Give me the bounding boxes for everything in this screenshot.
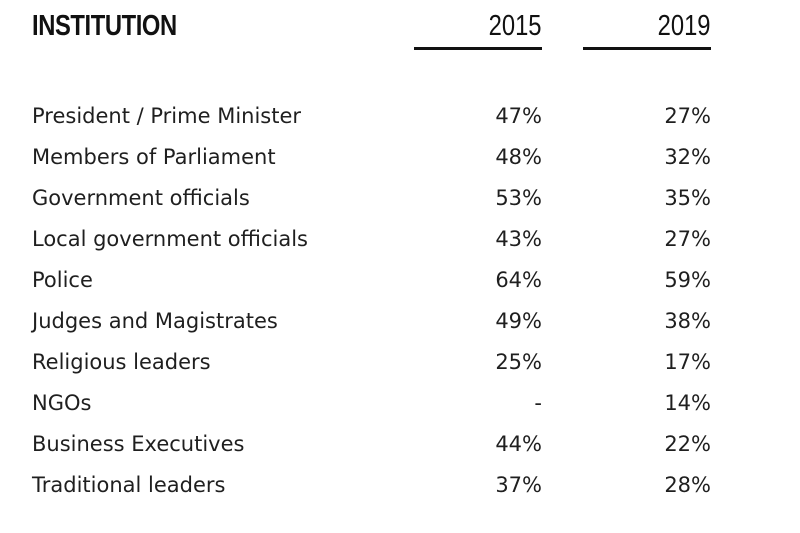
- institution-label: Government officials: [32, 186, 250, 210]
- value-2015: 43%: [495, 227, 542, 251]
- value-2019: 22%: [664, 432, 711, 456]
- value-2019: 32%: [664, 145, 711, 169]
- table-row: Police 64% 59%: [0, 268, 800, 309]
- table-header-institution: INSTITUTION: [32, 10, 177, 42]
- value-2019: 27%: [664, 227, 711, 251]
- institution-label: Judges and Magistrates: [32, 309, 278, 333]
- value-2019: 17%: [664, 350, 711, 374]
- table-row: Members of Parliament 48% 32%: [0, 145, 800, 186]
- value-2015: -: [534, 391, 542, 415]
- value-2019: 28%: [664, 473, 711, 497]
- value-2019: 59%: [664, 268, 711, 292]
- value-2019: 14%: [664, 391, 711, 415]
- table-header-2019: 2019: [583, 10, 711, 50]
- table-row: Local government officials 43% 27%: [0, 227, 800, 268]
- institution-label: President / Prime Minister: [32, 104, 302, 128]
- table-row: Government officials 53% 35%: [0, 186, 800, 227]
- value-2015: 25%: [495, 350, 542, 374]
- institution-label: Local government officials: [32, 227, 308, 251]
- table-row: NGOs - 14%: [0, 391, 800, 432]
- institution-label: Members of Parliament: [32, 145, 276, 169]
- value-2015: 47%: [495, 104, 542, 128]
- year-2015-label: 2015: [489, 10, 542, 42]
- value-2019: 35%: [664, 186, 711, 210]
- value-2015: 37%: [495, 473, 542, 497]
- table-row: Judges and Magistrates 49% 38%: [0, 309, 800, 350]
- year-2019-label: 2019: [658, 10, 711, 42]
- table-row: President / Prime Minister 47% 27%: [0, 104, 800, 145]
- institution-label: Religious leaders: [32, 350, 211, 374]
- value-2015: 49%: [495, 309, 542, 333]
- value-2019: 27%: [664, 104, 711, 128]
- table-row: Business Executives 44% 22%: [0, 432, 800, 473]
- table-header-2015: 2015: [414, 10, 542, 50]
- value-2015: 44%: [495, 432, 542, 456]
- value-2019: 38%: [664, 309, 711, 333]
- institution-label: Business Executives: [32, 432, 245, 456]
- institution-label: NGOs: [32, 391, 92, 415]
- table-row: Traditional leaders 37% 28%: [0, 473, 800, 514]
- institution-label: Police: [32, 268, 93, 292]
- value-2015: 64%: [495, 268, 542, 292]
- table-row: Religious leaders 25% 17%: [0, 350, 800, 391]
- value-2015: 48%: [495, 145, 542, 169]
- value-2015: 53%: [495, 186, 542, 210]
- institution-label: Traditional leaders: [32, 473, 226, 497]
